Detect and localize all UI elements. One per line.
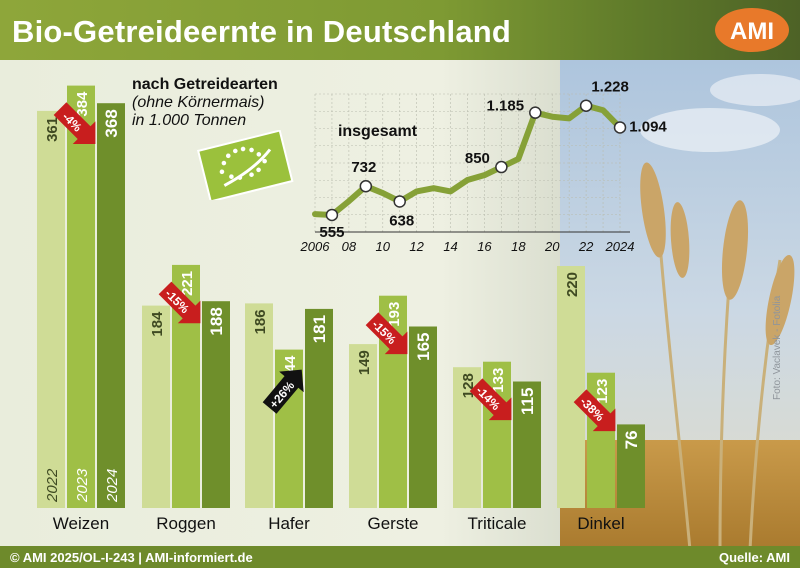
line-x-tick: 12 [409, 239, 424, 254]
year-label-2023: 2023 [74, 468, 91, 503]
line-x-tick: 08 [342, 239, 357, 254]
line-point-label: 1.185 [487, 98, 525, 115]
line-point-label: 1.228 [591, 79, 629, 96]
bar-value-weizen-2024: 368 [102, 109, 121, 137]
bar-value-roggen-2023: 221 [179, 271, 196, 296]
bar-value-dinkel-2023: 123 [594, 379, 611, 404]
bar-roggen-2022 [142, 305, 170, 508]
line-x-tick: 22 [578, 239, 594, 254]
arrow-shape [469, 378, 512, 421]
bar-roggen-2024 [202, 301, 230, 508]
bar-value-gerste-2022: 149 [356, 350, 373, 375]
line-x-tick: 10 [376, 239, 391, 254]
arrow-shape [365, 312, 408, 355]
arrow-shape [573, 389, 616, 432]
category-label-hafer: Hafer [268, 514, 310, 533]
bar-weizen-2022 [37, 110, 65, 509]
page-title: Bio-Getreideernte in Deutschland [12, 14, 512, 49]
line-marker [529, 106, 542, 119]
category-label-roggen: Roggen [156, 514, 216, 533]
subtitle-line-2: (ohne Körnermais) [132, 94, 265, 111]
bar-weizen-2023 [67, 85, 95, 508]
source-text: Quelle: AMI [718, 550, 790, 565]
line-x-tick: 16 [477, 239, 492, 254]
line-point-label: 555 [319, 224, 344, 241]
line-series-label: insgesamt [338, 123, 418, 140]
header-banner [0, 0, 800, 60]
subtitle-line-3: in 1.000 Tonnen [132, 112, 247, 129]
line-marker [325, 208, 339, 222]
copyright-text: © AMI 2025/OL-I-243 | AMI-informiert.de [10, 550, 253, 565]
bar-value-weizen-2022: 361 [44, 117, 61, 142]
ami-logo: AMI [715, 8, 789, 52]
bar-dinkel-2024 [617, 424, 645, 508]
category-label-dinkel: Dinkel [577, 514, 624, 533]
arrow-shape [158, 281, 201, 324]
line-marker [393, 195, 406, 208]
bar-value-gerste-2023: 193 [386, 302, 403, 327]
bar-value-weizen-2023: 384 [74, 91, 91, 117]
bar-hafer-2024 [305, 308, 333, 508]
eu-organic-logo [196, 130, 294, 200]
line-x-tick: 14 [443, 239, 457, 254]
bar-triticale-2024 [513, 381, 541, 508]
category-label-triticale: Triticale [468, 514, 527, 533]
bar-value-roggen-2022: 184 [149, 311, 166, 337]
bar-value-hafer-2022: 186 [252, 309, 269, 334]
line-x-tick: 20 [544, 239, 560, 254]
category-label-weizen: Weizen [53, 514, 109, 533]
bar-weizen-2024 [97, 103, 125, 508]
line-marker [579, 99, 593, 112]
line-point-label: 732 [351, 159, 376, 176]
line-marker [613, 121, 627, 134]
footer-bar: © AMI 2025/OL-I-243 | AMI-informiert.de … [0, 546, 800, 568]
bar-gerste-2022 [349, 344, 377, 508]
line-chart-subtitle: nach Getreidearten (ohne Körnermais) in … [132, 76, 278, 130]
line-chart: insgesamt 555 732 638 850 1.185 1.228 1.094 2006… [300, 79, 668, 254]
line-marker [359, 179, 373, 193]
bar-group-roggen: 184 221 188 -15% Roggen [142, 264, 230, 533]
bar-gerste-2024 [409, 326, 437, 508]
bar-value-dinkel-2022: 220 [564, 272, 581, 297]
bar-dinkel-2022 [557, 266, 585, 508]
line-point-label: 638 [389, 212, 414, 229]
arrow-shape [262, 369, 304, 414]
arrow-shape [53, 102, 96, 144]
ami-logo-text: AMI [730, 18, 774, 45]
line-point-label: 1.094 [629, 118, 667, 135]
line-x-tick: 2006 [300, 239, 331, 254]
year-label-2022: 2022 [44, 468, 61, 503]
bar-value-roggen-2024: 188 [207, 307, 226, 335]
line-x-tick: 18 [511, 239, 526, 254]
line-point-label: 850 [465, 150, 490, 167]
subtitle-line-1: nach Getreidearten [132, 76, 278, 93]
year-label-2024: 2024 [104, 469, 121, 503]
category-label-gerste: Gerste [367, 514, 418, 533]
bar-value-triticale-2023: 133 [490, 368, 507, 393]
change-arrow-roggen: -15% [158, 281, 201, 324]
bar-value-triticale-2024: 115 [518, 388, 537, 415]
line-x-tick: 2024 [605, 239, 635, 254]
line-marker [495, 160, 508, 174]
bar-value-hafer-2024: 181 [310, 315, 329, 343]
bar-value-gerste-2024: 165 [414, 333, 433, 361]
bar-value-dinkel-2024: 76 [622, 430, 641, 449]
